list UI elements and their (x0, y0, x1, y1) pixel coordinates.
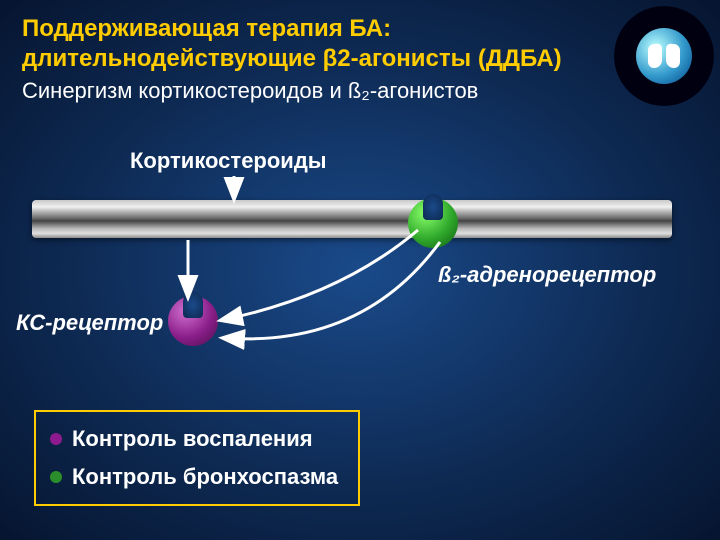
lungs-icon (648, 40, 680, 72)
arrow-curve-upper (222, 230, 418, 320)
label-adrenoreceptor: ß₂-адренорецептор (438, 262, 656, 288)
bullet-box: Контроль воспаления Контроль бронхоспазм… (34, 410, 360, 506)
gina-logo: GLOBAL INITIATIVE FOR ASTHMA (614, 6, 714, 106)
title-line-2: длительнодействующие β2-агонисты (ДДБА) (22, 44, 562, 74)
bullet-text-1: Контроль воспаления (72, 426, 313, 452)
bullet-dot-2 (50, 471, 62, 483)
label-ks-receptor: КС-рецептор (16, 310, 163, 336)
beta2-receptor-notch (423, 194, 443, 220)
slide-root: Поддерживающая терапия БА: длительнодейс… (0, 0, 720, 540)
ks-receptor-notch (183, 292, 203, 318)
ks-receptor-icon (168, 296, 218, 346)
bullet-line-2: Контроль бронхоспазма (50, 458, 338, 496)
bullet-dot-1 (50, 433, 62, 445)
beta2-receptor-icon (408, 198, 458, 248)
slide-subtitle: Синергизм кортикостероидов и ß₂-агонисто… (22, 78, 478, 104)
membrane-bar (32, 200, 672, 238)
slide-title: Поддерживающая терапия БА: длительнодейс… (22, 14, 562, 74)
bullet-line-1: Контроль воспаления (50, 420, 338, 458)
title-line-1: Поддерживающая терапия БА: (22, 14, 562, 44)
arrow-curve-lower (224, 242, 440, 339)
label-corticosteroids: Кортикостероиды (130, 148, 327, 174)
bullet-text-2: Контроль бронхоспазма (72, 464, 338, 490)
